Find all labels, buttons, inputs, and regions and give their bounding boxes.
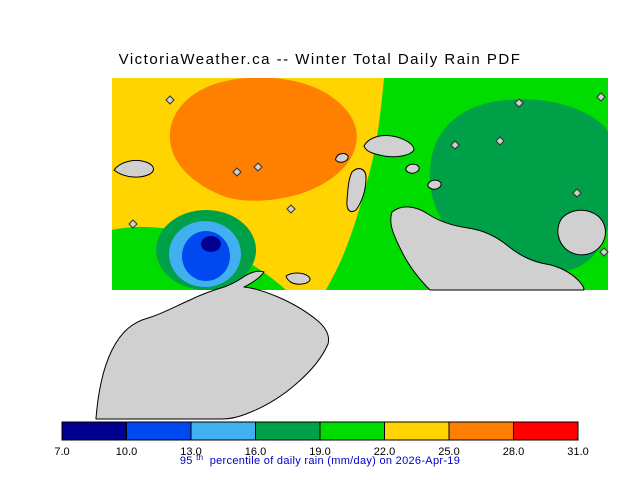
station-marker	[596, 92, 606, 102]
station-marker	[495, 136, 505, 146]
olympic-peninsula-land	[95, 270, 329, 420]
colorbar-tick-label: 19.0	[309, 446, 330, 458]
island-horizontal-centre	[363, 135, 415, 158]
small-island-protection	[285, 272, 311, 285]
station-marker	[286, 204, 296, 214]
land-mask	[95, 135, 606, 420]
colorbar-cell	[126, 421, 192, 441]
islet-east-2	[427, 179, 442, 190]
colorbar-tick-label: 25.0	[438, 446, 459, 458]
station-marker	[165, 95, 175, 105]
colorbar: 7.0 10.0 13.0 16.0 19.0 22.0 25.0 28.0 31.0	[54, 421, 589, 458]
colorbar-cell	[513, 421, 579, 441]
station-marker	[599, 247, 609, 257]
colorbar-tick-label: 10.0	[116, 446, 137, 458]
colorbar-cell	[384, 421, 450, 441]
colorbar-tick-label: 13.0	[180, 446, 201, 458]
small-island-west	[113, 159, 154, 178]
colorbar-cell	[319, 421, 385, 441]
colorbar-tick-label: 16.0	[245, 446, 266, 458]
station-marker	[572, 188, 582, 198]
colorbar-tick-label: 22.0	[374, 446, 395, 458]
colorbar-tick-label: 28.0	[503, 446, 524, 458]
islet-east-1	[405, 163, 420, 174]
station-marker	[128, 219, 138, 229]
colorbar-cell	[255, 421, 321, 441]
caption-text: percentile of daily rain (mm/day) on 202…	[210, 455, 460, 467]
contour-orange-maximum	[169, 78, 357, 201]
colorbar-tick-label: 7.0	[54, 446, 69, 458]
station-marker	[232, 167, 242, 177]
caption-superscript: th	[196, 453, 203, 462]
colorbar-tick-label: 31.0	[567, 446, 588, 458]
island-vertical-centre	[346, 168, 367, 213]
colorbar-cell	[190, 421, 256, 441]
page-title: VictoriaWeather.ca -- Winter Total Daily…	[119, 51, 522, 68]
colorbar-cell	[448, 421, 514, 441]
colorbar-caption: 95 th percentile of daily rain (mm/day) …	[180, 451, 460, 467]
station-markers	[128, 92, 609, 257]
archipelago-southeast	[390, 206, 585, 291]
station-marker	[253, 162, 263, 172]
contour-navy-minimum-core	[201, 236, 221, 252]
island-east-edge	[557, 209, 606, 256]
islet-centre	[335, 153, 349, 163]
colorbar-cell	[61, 421, 127, 441]
station-marker	[514, 98, 524, 108]
caption-number: 95	[180, 455, 193, 467]
station-marker	[450, 140, 460, 150]
